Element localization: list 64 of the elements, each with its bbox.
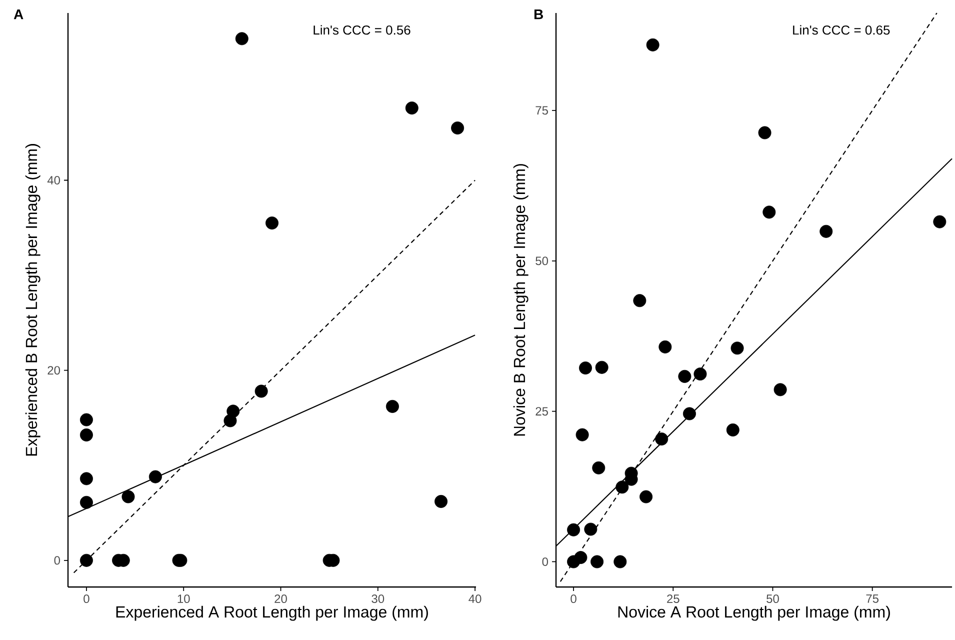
annotation: Lin's CCC = 0.65 — [793, 25, 890, 35]
point — [80, 554, 93, 567]
point — [80, 413, 93, 426]
point — [122, 490, 135, 504]
y-tick-label: 75 — [536, 106, 548, 115]
point — [235, 32, 248, 46]
y-tick-label: 40 — [47, 176, 60, 185]
x-tick-label: 40 — [468, 594, 482, 604]
point — [694, 368, 707, 381]
point — [405, 102, 418, 115]
point — [80, 428, 93, 442]
point — [578, 361, 592, 374]
point — [592, 461, 606, 474]
point — [933, 215, 946, 228]
x-tick-label: 30 — [372, 594, 384, 604]
point — [774, 383, 787, 396]
y-tick-label: 25 — [536, 407, 548, 416]
point — [633, 294, 646, 308]
point — [576, 428, 589, 442]
y-tick-label: 0 — [542, 557, 548, 566]
point — [758, 126, 772, 140]
point — [574, 551, 588, 564]
point — [616, 480, 629, 494]
point — [658, 340, 672, 354]
point — [80, 496, 93, 509]
x-tick-label: 25 — [667, 594, 680, 604]
y-tick-label: 0 — [54, 556, 60, 565]
point — [646, 38, 660, 52]
point — [451, 121, 464, 134]
chart-title: B — [534, 10, 543, 20]
x-tick-label: 75 — [866, 594, 879, 603]
point — [590, 555, 604, 568]
x-tick-label: 20 — [274, 594, 287, 604]
point — [266, 216, 278, 230]
point — [726, 423, 740, 436]
point — [655, 432, 668, 446]
annotation: Lin's CCC = 0.56 — [314, 25, 410, 35]
point — [80, 472, 93, 486]
x-tick-label: 50 — [766, 594, 779, 604]
point — [730, 342, 744, 355]
point — [148, 470, 162, 484]
y-axis-title: Novice B Root Length per Image (mm) — [513, 164, 528, 436]
x-axis-title: Novice A Root Length per Image (mm) — [618, 606, 890, 621]
point — [640, 490, 653, 504]
y-tick-label: 20 — [48, 366, 60, 375]
point — [567, 523, 580, 536]
x-tick-label: 0 — [570, 594, 576, 604]
point — [762, 206, 776, 219]
point — [614, 555, 627, 568]
point — [820, 224, 833, 238]
point — [386, 400, 399, 413]
y-tick-label: 50 — [536, 256, 548, 266]
chart-title: A — [14, 10, 24, 20]
y-axis-title: Experienced B Root Length per Image (mm) — [25, 144, 40, 456]
x-tick-label: 10 — [178, 594, 190, 604]
point — [584, 522, 598, 536]
x-axis-title: Experienced A Root Length per Image (mm) — [116, 606, 428, 621]
point — [595, 360, 608, 374]
point — [254, 384, 268, 398]
x-tick-label: 0 — [84, 594, 90, 604]
point — [678, 370, 692, 383]
point — [226, 404, 240, 418]
point — [434, 494, 448, 508]
point — [682, 407, 696, 420]
